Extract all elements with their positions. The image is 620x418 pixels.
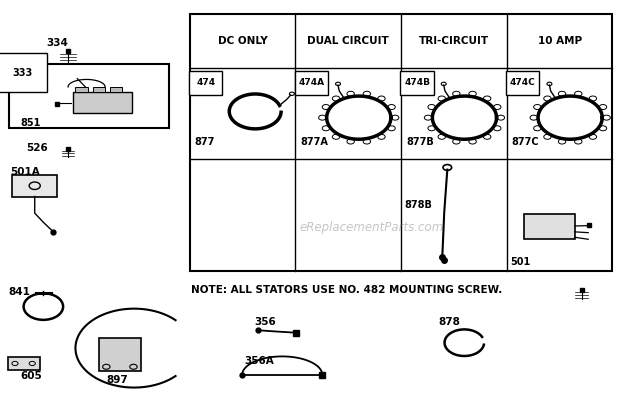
Text: 334: 334 <box>46 38 68 48</box>
Bar <box>7 357 40 370</box>
Bar <box>99 338 141 371</box>
Text: 333: 333 <box>12 68 33 78</box>
Text: 356: 356 <box>254 317 276 327</box>
Bar <box>9 64 169 128</box>
Text: 841: 841 <box>9 287 30 297</box>
Text: DC ONLY: DC ONLY <box>218 36 267 46</box>
Text: 851: 851 <box>20 118 40 128</box>
Bar <box>73 92 131 114</box>
Text: 878: 878 <box>438 317 460 327</box>
Bar <box>110 87 122 92</box>
FancyBboxPatch shape <box>506 71 539 95</box>
FancyBboxPatch shape <box>401 71 434 95</box>
Text: TRI-CIRCUIT: TRI-CIRCUIT <box>419 36 489 46</box>
Text: 877B: 877B <box>406 137 434 147</box>
Bar <box>190 14 613 271</box>
Text: 501: 501 <box>510 257 530 267</box>
Text: 877: 877 <box>195 137 215 147</box>
Text: 474B: 474B <box>404 78 430 87</box>
Bar <box>93 87 105 92</box>
Text: 526: 526 <box>26 143 48 153</box>
Text: DUAL CIRCUIT: DUAL CIRCUIT <box>308 36 389 46</box>
Text: 10 AMP: 10 AMP <box>538 36 582 46</box>
Text: NOTE: ALL STATORS USE NO. 482 MOUNTING SCREW.: NOTE: ALL STATORS USE NO. 482 MOUNTING S… <box>192 285 503 295</box>
Text: 501A: 501A <box>11 167 40 177</box>
Text: 897: 897 <box>107 375 128 385</box>
Text: 474C: 474C <box>510 78 536 87</box>
Text: 356A: 356A <box>244 357 273 367</box>
Text: 605: 605 <box>20 371 42 381</box>
Bar <box>76 87 88 92</box>
Text: 877A: 877A <box>300 137 328 147</box>
FancyBboxPatch shape <box>294 71 328 95</box>
Text: 878B: 878B <box>404 200 432 210</box>
FancyBboxPatch shape <box>189 71 223 95</box>
Text: eReplacementParts.com: eReplacementParts.com <box>299 221 444 234</box>
Text: 474A: 474A <box>298 78 324 87</box>
Bar <box>524 214 575 240</box>
Text: 474: 474 <box>196 78 215 87</box>
Text: 877C: 877C <box>512 137 539 147</box>
Bar <box>12 175 57 196</box>
